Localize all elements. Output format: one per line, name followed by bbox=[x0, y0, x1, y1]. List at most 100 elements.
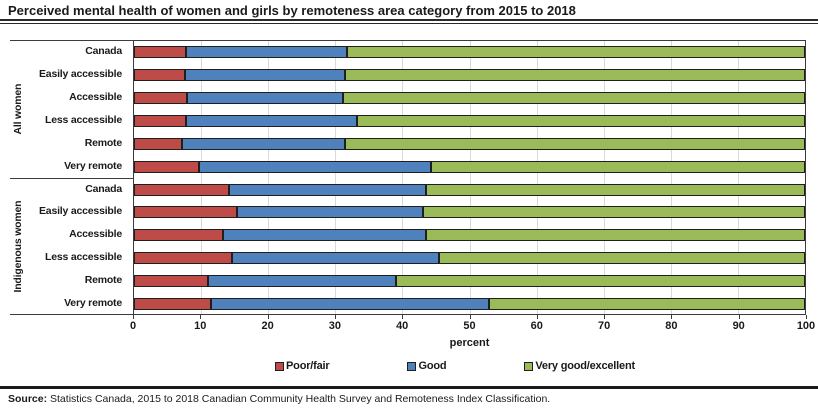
bar-segment-poor-fair bbox=[134, 114, 187, 127]
x-tick-mark bbox=[200, 315, 201, 319]
source-prefix: Source: bbox=[8, 393, 48, 405]
bar-row bbox=[134, 110, 805, 133]
bar-segment-very-good-excellent bbox=[344, 137, 805, 150]
bar-segment-good bbox=[184, 68, 346, 81]
gridline bbox=[268, 41, 270, 314]
stacked-bar bbox=[134, 183, 805, 196]
bar-segment-poor-fair bbox=[134, 46, 186, 58]
x-tick-mark bbox=[133, 315, 134, 319]
x-tick-mark bbox=[671, 315, 672, 319]
bar-row bbox=[134, 133, 805, 156]
bar-segment-poor-fair bbox=[134, 137, 183, 150]
category-axis-labels: Canada Easily accessible Accessible Less ac… bbox=[0, 40, 127, 315]
bar-row bbox=[134, 179, 805, 202]
x-tick-mark bbox=[537, 315, 538, 319]
x-axis-title: percent bbox=[449, 337, 490, 349]
category-label: Accessible bbox=[69, 90, 122, 103]
stacked-bar bbox=[134, 206, 805, 219]
legend-label: Poor/fair bbox=[286, 360, 330, 372]
bar-row bbox=[134, 293, 805, 316]
x-tick-mark bbox=[402, 315, 403, 319]
x-tick-mark bbox=[470, 315, 471, 319]
gridline bbox=[536, 41, 538, 314]
x-tick-mark bbox=[739, 315, 740, 319]
legend-label: Very good/excellent bbox=[535, 360, 635, 372]
source-note: Source: Statistics Canada, 2015 to 2018 … bbox=[8, 393, 550, 405]
bar-segment-very-good-excellent bbox=[396, 275, 805, 288]
stacked-bar bbox=[134, 252, 805, 265]
legend-swatch bbox=[524, 361, 534, 371]
x-tick-mark bbox=[806, 315, 807, 319]
bar-segment-very-good-excellent bbox=[425, 183, 805, 196]
bar-segment-very-good-excellent bbox=[343, 91, 805, 104]
stacked-bar bbox=[134, 46, 805, 58]
x-tick-mark bbox=[335, 315, 336, 319]
title-rule-thin bbox=[0, 23, 818, 24]
source-text: Statistics Canada, 2015 to 2018 Canadian… bbox=[47, 393, 551, 405]
x-tick-label: 0 bbox=[129, 320, 137, 332]
group-label-indigenous-women: Indigenous women bbox=[12, 200, 24, 293]
bar-segment-good bbox=[223, 229, 426, 242]
bar-row bbox=[134, 247, 805, 270]
gridline bbox=[737, 41, 739, 314]
bar-segment-good bbox=[231, 252, 439, 265]
group-separator-line bbox=[10, 40, 133, 41]
bar-row bbox=[134, 156, 805, 179]
bar-segment-poor-fair bbox=[134, 229, 224, 242]
legend-item: Very good/excellent bbox=[524, 360, 635, 372]
group-label-all-women: All women bbox=[12, 83, 24, 135]
x-tick-mark bbox=[604, 315, 605, 319]
x-tick-label: 100 bbox=[796, 320, 816, 332]
x-tick-label: 10 bbox=[194, 320, 207, 332]
legend: Poor/fair Good Very good/excellent bbox=[100, 360, 810, 372]
bar-segment-very-good-excellent bbox=[430, 160, 805, 173]
stacked-bar bbox=[134, 91, 805, 104]
bar-row bbox=[134, 270, 805, 293]
stacked-bar bbox=[134, 68, 805, 81]
gridline bbox=[670, 41, 672, 314]
bar-segment-good bbox=[187, 91, 344, 104]
stacked-bar bbox=[134, 229, 805, 242]
gridline bbox=[402, 41, 404, 314]
category-label: Remote bbox=[84, 136, 123, 149]
gridline bbox=[469, 41, 471, 314]
bar-segment-poor-fair bbox=[134, 183, 229, 196]
bar-segment-good bbox=[211, 298, 489, 311]
stacked-bar bbox=[134, 137, 805, 150]
bar-segment-good bbox=[199, 160, 431, 173]
bar-segment-poor-fair bbox=[134, 206, 237, 219]
bar-row bbox=[134, 224, 805, 247]
title-rule-thick bbox=[0, 19, 818, 21]
gridline bbox=[603, 41, 605, 314]
gridline bbox=[201, 41, 203, 314]
group-separator-line bbox=[10, 178, 133, 179]
plot-area bbox=[133, 40, 806, 315]
legend-item: Good bbox=[407, 360, 447, 372]
legend-swatch bbox=[407, 361, 417, 371]
category-label: Very remote bbox=[64, 297, 122, 310]
bar-segment-good bbox=[186, 114, 357, 127]
bar-segment-good bbox=[208, 275, 397, 288]
stacked-bar bbox=[134, 298, 805, 311]
category-label: Easily accessible bbox=[39, 205, 122, 218]
x-tick-mark bbox=[268, 315, 269, 319]
category-label: Accessible bbox=[69, 228, 122, 241]
group-separator-line bbox=[10, 314, 133, 315]
bar-segment-poor-fair bbox=[134, 275, 209, 288]
x-tick-label: 90 bbox=[732, 320, 745, 332]
category-label: Very remote bbox=[64, 159, 122, 172]
category-label: Canada bbox=[85, 45, 122, 57]
stacked-bar bbox=[134, 275, 805, 288]
x-tick-label: 60 bbox=[530, 320, 543, 332]
bar-segment-poor-fair bbox=[134, 68, 185, 81]
bar-row bbox=[134, 201, 805, 224]
bar-segment-good bbox=[182, 137, 345, 150]
x-tick-label: 20 bbox=[261, 320, 274, 332]
bar-segment-very-good-excellent bbox=[356, 114, 805, 127]
x-tick-label: 70 bbox=[597, 320, 611, 332]
bar-segment-poor-fair bbox=[134, 91, 187, 104]
category-label: Less accessible bbox=[45, 113, 122, 126]
category-label: Remote bbox=[84, 274, 123, 287]
bar-segment-good bbox=[228, 183, 426, 196]
bar-row bbox=[134, 41, 805, 64]
